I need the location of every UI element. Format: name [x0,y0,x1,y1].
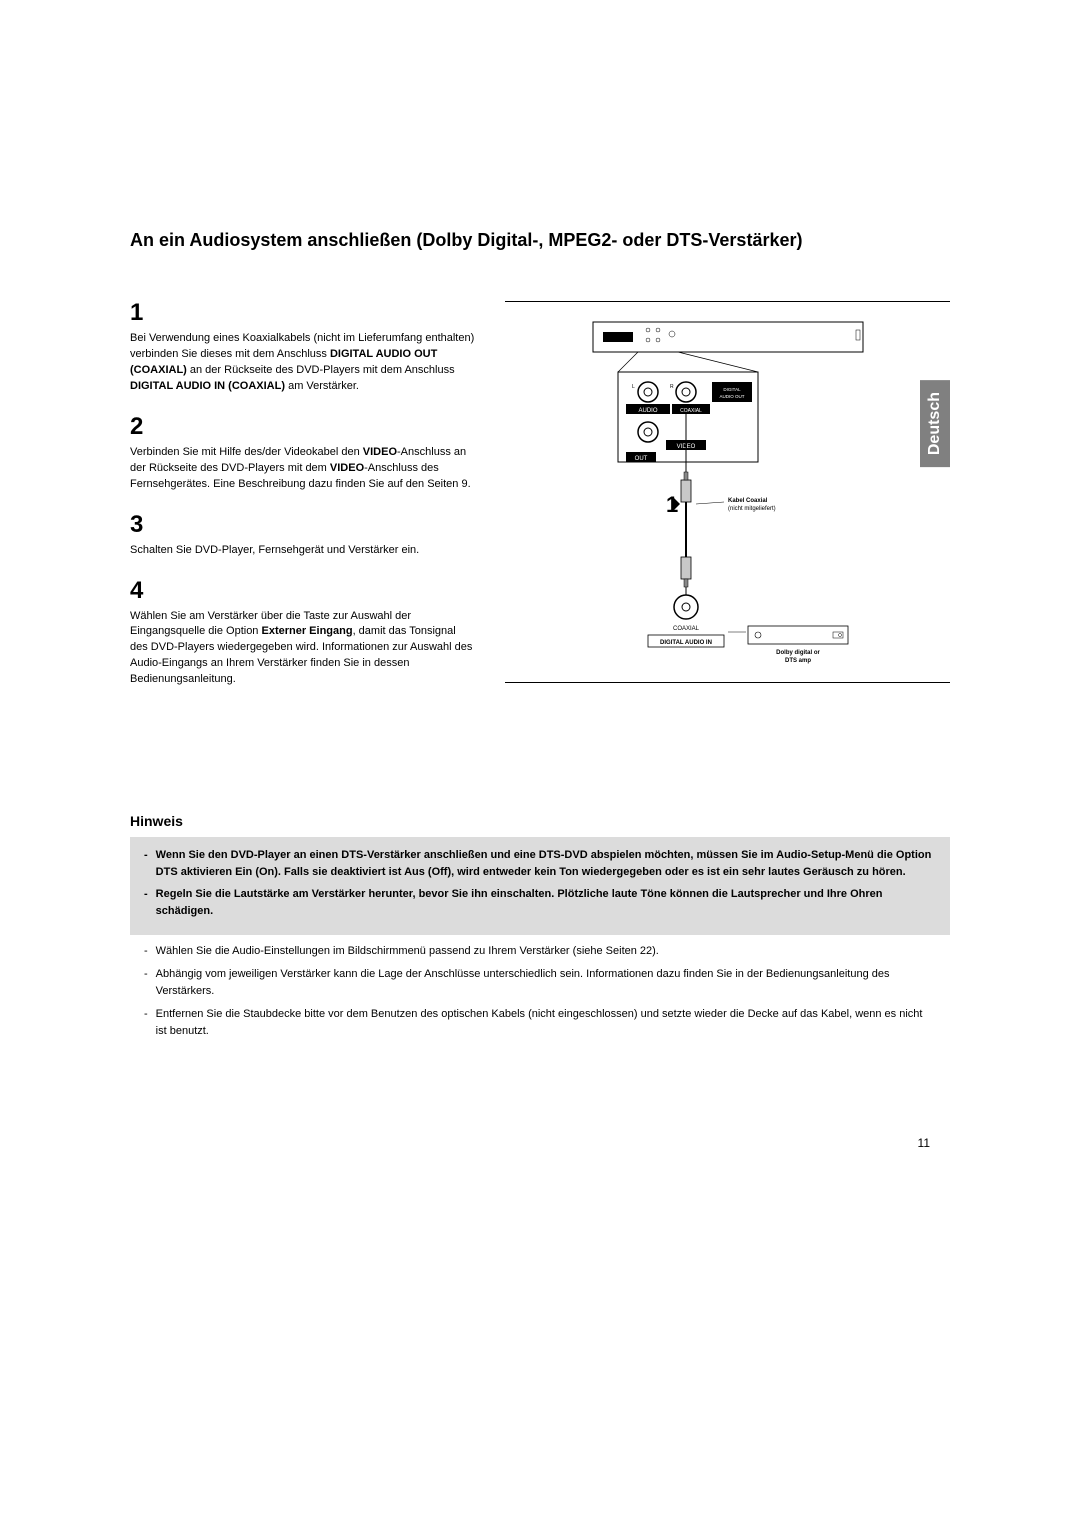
step: 2 Verbinden Sie mit Hilfe des/der Videok… [130,413,475,493]
divider [505,301,950,302]
steps-column: 1 Bei Verwendung eines Koaxialkabels (ni… [130,281,475,693]
svg-text:AUDIO OUT: AUDIO OUT [719,394,744,399]
step-number: 3 [130,511,475,539]
language-tab: Deutsch [920,380,950,467]
hinweis-box: -Wenn Sie den DVD-Player an einen DTS-Ve… [130,837,950,935]
step: 4 Wählen Sie am Verstärker über die Tast… [130,577,475,689]
hinweis-plain: -Wählen Sie die Audio-Einstellungen im B… [130,935,950,1054]
page-number: 11 [918,1136,930,1150]
hinweis-section: Hinweis -Wenn Sie den DVD-Player an eine… [130,813,950,1054]
amp-note2: DTS amp [784,658,810,664]
divider [505,682,950,683]
step-text: Verbinden Sie mit Hilfe des/der Videokab… [130,445,475,493]
step: 1 Bei Verwendung eines Koaxialkabels (ni… [130,299,475,395]
hinweis-bullet: Wenn Sie den DVD-Player an einen DTS-Ver… [156,847,936,880]
cable-note2: (nicht mitgeliefert) [728,506,776,512]
label-coaxial-bottom: COAXIAL [672,626,699,632]
label-digital-audio-in: DIGITAL AUDIO IN [660,640,712,646]
page-title: An ein Audiosystem anschließen (Dolby Di… [130,230,950,251]
diagram-column: L R AUDIO COAXIAL DIGITAL AUDIO OUT VIDE… [505,281,950,693]
step-text: Bei Verwendung eines Koaxialkabels (nich… [130,331,475,395]
label-out: OUT [634,456,647,462]
label-digital-audio-out: DIGITAL [723,387,741,392]
amp-note: Dolby digital or [776,650,820,656]
step-number: 2 [130,413,475,441]
label-audio: AUDIO [638,408,657,414]
hinweis-bullet: Wählen Sie die Audio-Einstellungen im Bi… [156,943,659,960]
step: 3 Schalten Sie DVD-Player, Fernsehgerät … [130,511,475,559]
label-coaxial: COAXIAL [680,408,702,414]
connection-diagram: L R AUDIO COAXIAL DIGITAL AUDIO OUT VIDE… [578,312,878,672]
label-l: L [632,384,635,390]
hinweis-bullet: Regeln Sie die Lautstärke am Verstärker … [156,886,936,919]
label-r: R [670,384,674,390]
step-text: Schalten Sie DVD-Player, Fernsehgerät un… [130,543,475,559]
hinweis-title: Hinweis [130,813,950,829]
step-number: 4 [130,577,475,605]
step-number: 1 [130,299,475,327]
hinweis-bullet: Abhängig vom jeweiligen Verstärker kann … [156,966,936,1000]
hinweis-bullet: Entfernen Sie die Staubdecke bitte vor d… [156,1006,936,1040]
step-text: Wählen Sie am Verstärker über die Taste … [130,609,475,689]
cable-note: Kabel Coaxial [728,498,768,504]
